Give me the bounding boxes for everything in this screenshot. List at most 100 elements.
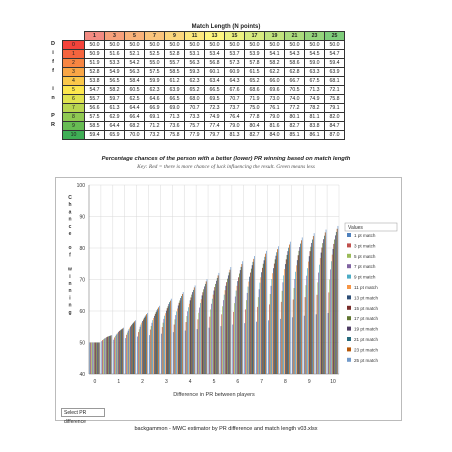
bar — [161, 333, 162, 374]
side-label-char: D — [51, 41, 55, 47]
legend-swatch — [347, 316, 351, 321]
side-label-char — [47, 103, 59, 112]
table-cell: 50.0 — [284, 40, 305, 50]
bar — [287, 251, 289, 374]
bar — [239, 273, 240, 374]
bar — [223, 300, 224, 374]
legend-title-box — [344, 222, 398, 232]
bar — [102, 339, 104, 374]
bar — [305, 285, 307, 374]
table-cell: 69.1 — [144, 112, 165, 122]
chart-title: Percentage chances of the person with a … — [101, 156, 351, 162]
table-cell: 54.3 — [284, 49, 305, 59]
table-cell: 82.0 — [324, 112, 345, 122]
bar — [226, 282, 228, 374]
bar — [250, 272, 251, 374]
row-header: 3 — [62, 67, 85, 77]
bar — [203, 289, 205, 374]
y-tick-label: 60 — [79, 309, 85, 315]
table-cell: 61.5 — [244, 67, 265, 77]
column-header: 3 — [104, 31, 125, 41]
table-cell: 79.0 — [264, 112, 285, 122]
table-cell: 72.1 — [324, 85, 345, 95]
table-cell: 62.3 — [144, 85, 165, 95]
bar — [141, 322, 143, 374]
table-cell: 71.9 — [244, 94, 265, 104]
y-tick-label: 90 — [79, 215, 85, 221]
y-axis-label-char: w — [67, 267, 72, 273]
bar — [236, 285, 238, 374]
bar — [193, 289, 194, 374]
table-cell: 60.1 — [204, 67, 225, 77]
table-row: 10 59.4 65.9 70.0 73.2 75.8 77.9 79.7 81.3 82.7 84… — [62, 130, 345, 140]
bar — [222, 306, 223, 374]
bar — [104, 338, 106, 374]
x-axis-label: Difference in PR between players — [173, 392, 255, 398]
table-cell: 68.2 — [124, 121, 145, 131]
bar — [247, 286, 249, 374]
bar — [299, 247, 301, 374]
column-header: 7 — [144, 31, 165, 41]
bar — [234, 303, 235, 374]
legend-swatch — [347, 326, 351, 331]
table-cell: 57.5 — [84, 112, 105, 122]
table-cell: 71.3 — [304, 85, 325, 95]
y-tick-label: 80 — [79, 246, 85, 252]
table-row: 7 56.6 61.3 64.4 66.9 69.0 70.7 72.3 73.7 75.0 76.… — [62, 103, 345, 113]
bar — [259, 282, 261, 374]
table-cell: 53.1 — [184, 49, 205, 59]
table-cell: 53.8 — [84, 76, 105, 86]
y-axis-label-char: a — [69, 209, 72, 215]
select-pr-difference-button[interactable]: Select PR difference — [61, 408, 105, 425]
bar — [284, 269, 285, 374]
bar — [223, 294, 225, 374]
bar — [204, 283, 206, 374]
row-header: 0 — [62, 40, 85, 50]
bar — [158, 307, 159, 374]
table-cell: 67.6 — [224, 85, 245, 95]
x-tick-label: 1 — [117, 379, 120, 385]
table-cell: 66.5 — [164, 94, 185, 104]
bar — [90, 342, 92, 374]
legend-label: 17 pt match — [354, 316, 378, 321]
bar — [320, 252, 322, 374]
bar — [334, 239, 336, 374]
bar — [89, 342, 91, 374]
bar — [210, 309, 212, 374]
side-label-char: R — [51, 122, 55, 128]
bar — [138, 329, 140, 374]
table-cell: 69.0 — [164, 103, 185, 113]
y-axis-label-char: C — [68, 195, 72, 201]
bar — [245, 309, 246, 374]
bar — [103, 339, 104, 374]
bar — [308, 256, 310, 374]
table-cell: 79.7 — [204, 130, 225, 140]
bar — [333, 243, 335, 374]
table-cell: 70.7 — [184, 103, 205, 113]
legend-label: 7 pt match — [354, 264, 376, 269]
table-cell: 64.6 — [144, 94, 165, 104]
bar — [127, 330, 129, 374]
table-cell: 84.7 — [324, 121, 345, 131]
table-cell: 59.9 — [144, 76, 165, 86]
bar — [202, 292, 204, 374]
table-corner-cell — [63, 32, 85, 41]
bar — [176, 311, 177, 374]
bar — [261, 272, 262, 374]
bar — [178, 302, 180, 374]
row-header: 2 — [62, 58, 85, 68]
bar — [283, 275, 285, 374]
legend-swatch — [347, 305, 351, 310]
bar — [155, 312, 157, 374]
table-cell: 65.2 — [184, 85, 205, 95]
table-cell: 54.9 — [104, 67, 125, 77]
bar — [308, 261, 309, 374]
bar — [109, 335, 111, 374]
bar — [131, 325, 132, 374]
bar — [256, 321, 257, 374]
table-row: 5 54.7 58.2 60.5 62.3 63.9 65.2 66.5 67.6 68.6 69.… — [62, 85, 345, 95]
bar — [300, 243, 301, 374]
bar — [192, 292, 193, 374]
table-row: 1 50.9 51.6 52.1 52.5 52.8 53.1 53.4 53.7 53.9 54.… — [62, 49, 345, 59]
bar — [227, 275, 229, 374]
